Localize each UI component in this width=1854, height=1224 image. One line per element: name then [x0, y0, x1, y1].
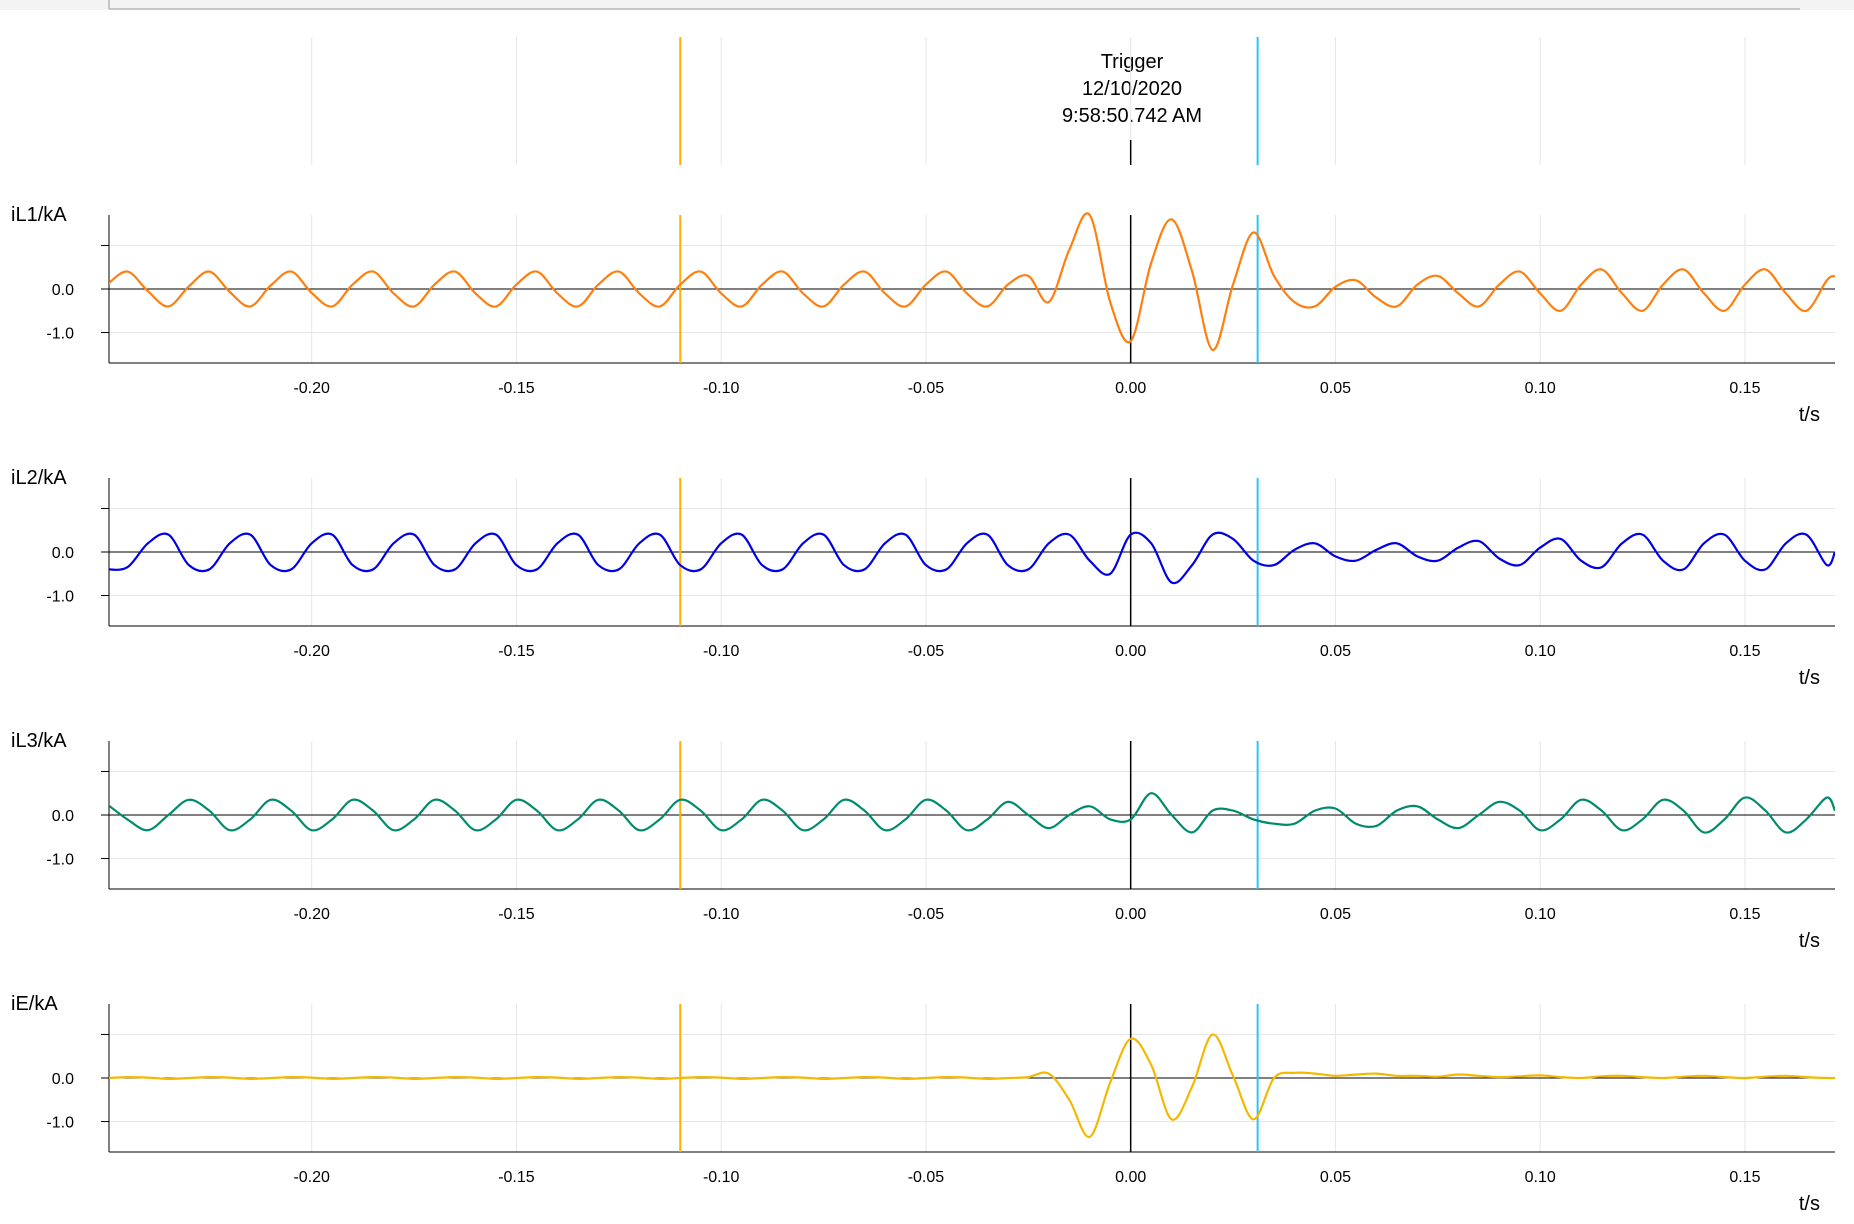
panel-4: 0.0 -1.0 -0.20 -0.15 -0.10 -0.05 0.00 0.05 0.10 0… [11, 993, 1835, 1215]
x-tick-label-1: -0.15 [498, 380, 535, 397]
x-tick-label-3: -0.05 [908, 643, 945, 660]
trigger-time: 9:58:50.742 AM [1062, 105, 1202, 127]
y-tick-label-1: -1.0 [46, 1115, 74, 1132]
x-tick-label-0: -0.20 [293, 643, 330, 660]
x-tick-label-7: 0.15 [1729, 906, 1760, 923]
y-tick-label-0: 0.0 [52, 545, 74, 562]
x-tick-label-5: 0.05 [1320, 643, 1351, 660]
y-tick-label-1: -1.0 [46, 589, 74, 606]
y-tick-label-0: 0.0 [52, 808, 74, 825]
x-tick-label-6: 0.10 [1525, 643, 1556, 660]
x-tick-label-6: 0.10 [1525, 906, 1556, 923]
y-axis-label: iL2/kA [11, 467, 67, 489]
x-tick-label-0: -0.20 [293, 1169, 330, 1186]
x-tick-label-7: 0.15 [1729, 1169, 1760, 1186]
x-tick-label-1: -0.15 [498, 643, 535, 660]
x-tick-label-7: 0.15 [1729, 380, 1760, 397]
x-axis-label: t/s [1799, 1193, 1820, 1215]
x-tick-label-3: -0.05 [908, 380, 945, 397]
x-tick-label-7: 0.15 [1729, 643, 1760, 660]
panel-2: 0.0 -1.0 -0.20 -0.15 -0.10 -0.05 0.00 0.05 0.10 0… [11, 467, 1835, 689]
y-tick-label-0: 0.0 [52, 282, 74, 299]
trigger-date: 12/10/2020 [1082, 78, 1182, 100]
x-tick-label-2: -0.10 [703, 643, 740, 660]
x-tick-label-5: 0.05 [1320, 1169, 1351, 1186]
x-tick-label-1: -0.15 [498, 906, 535, 923]
x-tick-label-0: -0.20 [293, 380, 330, 397]
series-line [107, 213, 1835, 350]
y-axis-label: iL3/kA [11, 730, 67, 752]
x-tick-label-0: -0.20 [293, 906, 330, 923]
panel-1: 0.0 -1.0 -0.20 -0.15 -0.10 -0.05 0.00 0.05 0.10 0… [11, 204, 1835, 426]
y-axis-label: iE/kA [11, 993, 58, 1015]
series-line [107, 533, 1835, 583]
x-tick-label-4: 0.00 [1115, 1169, 1146, 1186]
x-tick-label-3: -0.05 [908, 1169, 945, 1186]
x-tick-label-2: -0.10 [703, 1169, 740, 1186]
series-line [107, 793, 1835, 832]
y-tick-label-1: -1.0 [46, 852, 74, 869]
y-tick-label-0: 0.0 [52, 1071, 74, 1088]
x-axis-label: t/s [1799, 404, 1820, 426]
trigger-title: Trigger [1101, 51, 1164, 73]
y-tick-label-1: -1.0 [46, 326, 74, 343]
overview-panel [109, 0, 1800, 165]
x-tick-label-2: -0.10 [703, 380, 740, 397]
x-axis-label: t/s [1799, 667, 1820, 689]
x-tick-label-5: 0.05 [1320, 906, 1351, 923]
x-tick-label-3: -0.05 [908, 906, 945, 923]
panel-3: 0.0 -1.0 -0.20 -0.15 -0.10 -0.05 0.00 0.05 0.10 0… [11, 730, 1835, 952]
x-tick-label-5: 0.05 [1320, 380, 1351, 397]
trigger-header: Trigger 12/10/2020 9:58:50.742 AM [1062, 51, 1202, 127]
x-tick-label-2: -0.10 [703, 906, 740, 923]
x-tick-label-6: 0.10 [1525, 1169, 1556, 1186]
channel-panels: 0.0 -1.0 -0.20 -0.15 -0.10 -0.05 0.00 0.05 0.10 0… [11, 204, 1835, 1215]
x-tick-label-4: 0.00 [1115, 380, 1146, 397]
x-tick-label-4: 0.00 [1115, 906, 1146, 923]
x-tick-label-6: 0.10 [1525, 380, 1556, 397]
x-tick-label-1: -0.15 [498, 1169, 535, 1186]
x-tick-label-4: 0.00 [1115, 643, 1146, 660]
y-axis-label: iL1/kA [11, 204, 67, 226]
x-axis-label: t/s [1799, 930, 1820, 952]
